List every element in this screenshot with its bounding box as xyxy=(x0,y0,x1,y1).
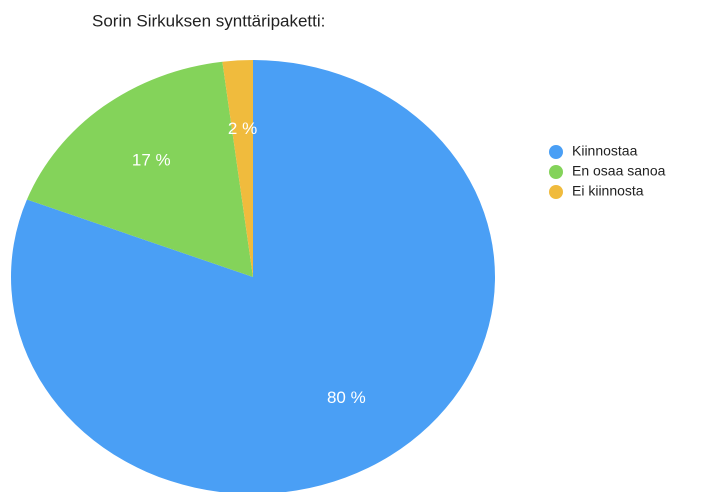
legend-label: Ei kiinnosta xyxy=(572,183,644,199)
chart-title: Sorin Sirkuksen synttäripaketti: xyxy=(92,11,325,30)
legend-swatch xyxy=(549,185,563,199)
pie-slice xyxy=(26,61,253,277)
data-label: 2 % xyxy=(228,119,257,138)
pie-slice xyxy=(222,60,253,277)
data-label: 80 % xyxy=(327,388,366,407)
legend-label: En osaa sanoa xyxy=(572,163,666,179)
legend-swatch xyxy=(549,145,563,159)
legend-swatch xyxy=(549,165,563,179)
data-label: 17 % xyxy=(132,150,171,169)
legend-label: Kiinnostaa xyxy=(572,143,638,159)
pie-slice xyxy=(11,60,495,492)
